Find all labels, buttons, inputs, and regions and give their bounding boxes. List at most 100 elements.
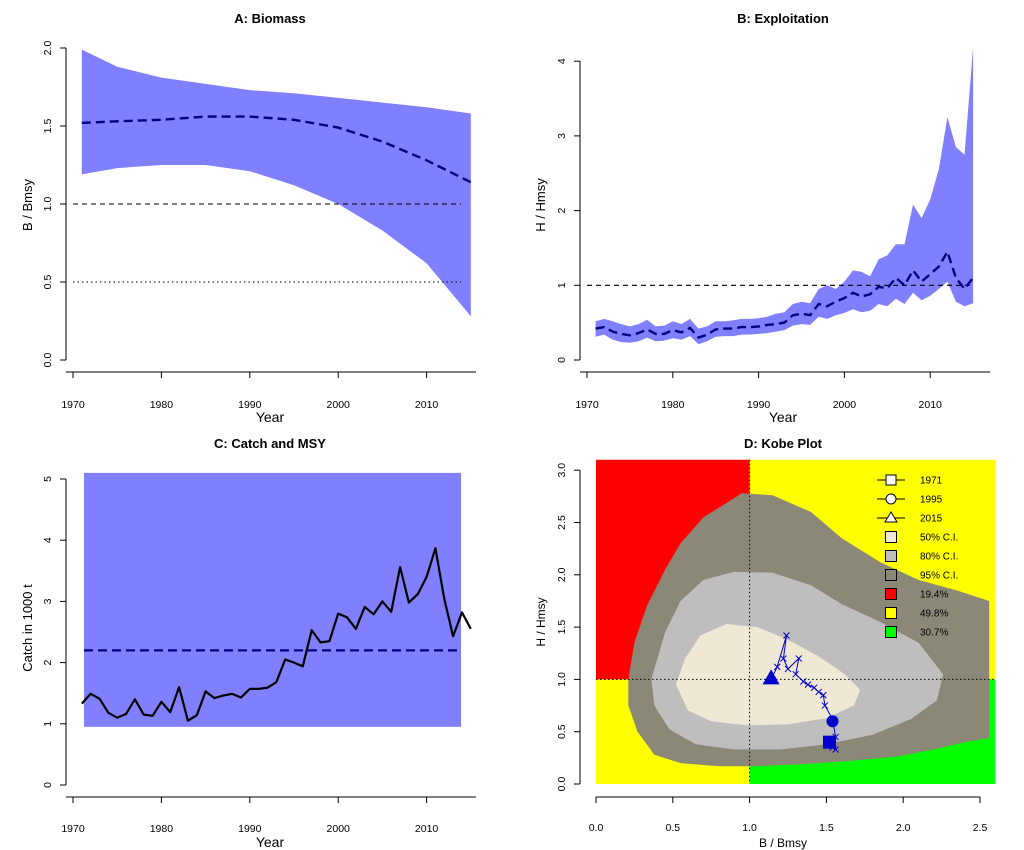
- x-tick-label: 0.5: [665, 822, 680, 834]
- y-tick-label: 1.5: [42, 119, 54, 134]
- panel-c-ylabel: Catch in 1000 t: [20, 584, 35, 672]
- panel-c-xlabel: Year: [256, 834, 285, 850]
- legend-box: [885, 531, 897, 543]
- y-tick-label: 1.0: [556, 672, 568, 687]
- legend-square-symbol: [885, 474, 897, 486]
- x-tick-label: 1970: [61, 823, 85, 835]
- ci-50-region: [675, 624, 861, 726]
- legend-label: 19.4%: [920, 590, 948, 601]
- x-tick-label: 2010: [415, 823, 439, 835]
- trajectory-point: [784, 665, 792, 673]
- panel-b-xlabel: Year: [769, 409, 798, 425]
- x-tick-label: 1970: [61, 399, 85, 411]
- legend-box: [885, 607, 897, 619]
- legend-label: 80% C.I.: [920, 552, 958, 563]
- legend-box: [885, 626, 897, 638]
- legend-box: [885, 588, 897, 600]
- x-tick-label: 2010: [415, 399, 439, 411]
- x-tick-label: 1990: [747, 399, 771, 411]
- trajectory-point: [810, 684, 818, 692]
- legend-label: 2015: [920, 514, 943, 525]
- panel-a-biomass: A: Biomass 1970 1980 1990 2000 2010 0.0 0.5 1.0…: [20, 11, 476, 425]
- y-tick-label: 0.5: [556, 724, 568, 739]
- panel-a-xlabel: Year: [256, 409, 285, 425]
- x-tick-label: 1980: [661, 399, 685, 411]
- x-tick-label: 1980: [150, 823, 174, 835]
- legend-triangle-symbol: [884, 511, 898, 523]
- y-tick-label: 0.0: [556, 777, 568, 792]
- trajectory-point: [792, 670, 800, 678]
- x-tick-label: 1980: [150, 399, 174, 411]
- legend-label: 50% C.I.: [920, 533, 958, 544]
- y-tick-label: 2: [556, 208, 568, 214]
- x-tick-label: 1.0: [742, 822, 757, 834]
- panel-a-title: A: Biomass: [234, 11, 306, 26]
- y-tick-label: 2: [42, 660, 54, 666]
- y-tick-label: 4: [42, 537, 54, 543]
- legend-label: 49.8%: [920, 609, 948, 620]
- trajectory-point: [780, 655, 787, 662]
- y-tick-label: 2.0: [42, 41, 54, 56]
- trajectory-point: [821, 702, 829, 709]
- legend-label: 30.7%: [920, 628, 948, 639]
- marker-2015: [762, 669, 780, 685]
- x-tick-label: 1970: [575, 399, 599, 411]
- x-tick-label: 1.5: [819, 822, 834, 834]
- y-tick-label: 1: [42, 721, 54, 727]
- legend-box: [885, 550, 897, 562]
- y-tick-label: 1: [556, 282, 568, 288]
- legend-box: [885, 569, 897, 581]
- panel-c-catch: C: Catch and MSY 1970 1980 1990 2000 2010 0 1 2…: [20, 436, 476, 850]
- y-tick-label: 2.5: [556, 515, 568, 530]
- panel-b-title: B: Exploitation: [737, 11, 829, 26]
- trajectory-point: [783, 632, 790, 639]
- panel-d-ylabel: H / Hmsy: [534, 597, 548, 646]
- trajectory-point: [804, 681, 812, 688]
- y-tick-label: 3: [42, 598, 54, 604]
- y-tick-label: 0: [556, 357, 568, 363]
- exploitation-median-line: [595, 248, 975, 339]
- panel-b-ylabel: H / Hmsy: [533, 178, 548, 232]
- y-tick-label: 1.0: [42, 197, 54, 212]
- exploitation-ci-band: [595, 47, 974, 345]
- panel-a-ylabel: B / Bmsy: [20, 179, 35, 232]
- x-tick-label: 2.0: [896, 822, 911, 834]
- x-tick-label: 0.0: [589, 822, 604, 834]
- y-tick-label: 0.5: [42, 275, 54, 290]
- y-tick-label: 0: [42, 782, 54, 788]
- x-tick-label: 2.5: [973, 822, 988, 834]
- legend-label: 95% C.I.: [920, 571, 958, 582]
- panel-d-xlabel: B / Bmsy: [759, 836, 807, 850]
- panel-b-exploitation: B: Exploitation 1970 1980 1990 2000 2010 0 1 2 3…: [533, 11, 990, 425]
- panel-d-title: D: Kobe Plot: [744, 436, 823, 451]
- panel-d-kobe: D: Kobe Plot 0.0 0.5 1.0 1.5 2.0 2.5 0.0 0.5 1.0…: [534, 436, 996, 850]
- y-tick-label: 3.0: [556, 463, 568, 478]
- y-tick-label: 3: [556, 133, 568, 139]
- x-tick-label: 2010: [919, 399, 943, 411]
- y-tick-label: 4: [556, 58, 568, 64]
- x-tick-label: 1990: [238, 823, 262, 835]
- y-tick-label: 1.5: [556, 620, 568, 635]
- catch-line: [80, 547, 472, 722]
- trajectory-point: [819, 691, 827, 699]
- msy-ci-band: [84, 472, 461, 727]
- x-tick-label: 2000: [327, 399, 351, 411]
- y-tick-label: 2.0: [556, 567, 568, 582]
- trajectory-point: [800, 678, 807, 685]
- biomass-median-line: [81, 115, 472, 184]
- legend-label: 1995: [920, 495, 943, 506]
- y-tick-label: 0.0: [42, 353, 54, 368]
- biomass-ci-band: [81, 49, 471, 317]
- trajectory-point: [795, 655, 803, 662]
- x-tick-label: 2000: [327, 823, 351, 835]
- panel-c-title: C: Catch and MSY: [214, 436, 326, 451]
- trajectory-point: [773, 663, 781, 671]
- legend-circle-symbol: [885, 493, 897, 505]
- y-tick-label: 5: [42, 476, 54, 482]
- x-tick-label: 2000: [833, 399, 857, 411]
- marker-1995: [826, 715, 839, 728]
- x-tick-label: 1990: [238, 399, 262, 411]
- legend-label: 1971: [920, 476, 943, 487]
- marker-1971: [822, 735, 836, 749]
